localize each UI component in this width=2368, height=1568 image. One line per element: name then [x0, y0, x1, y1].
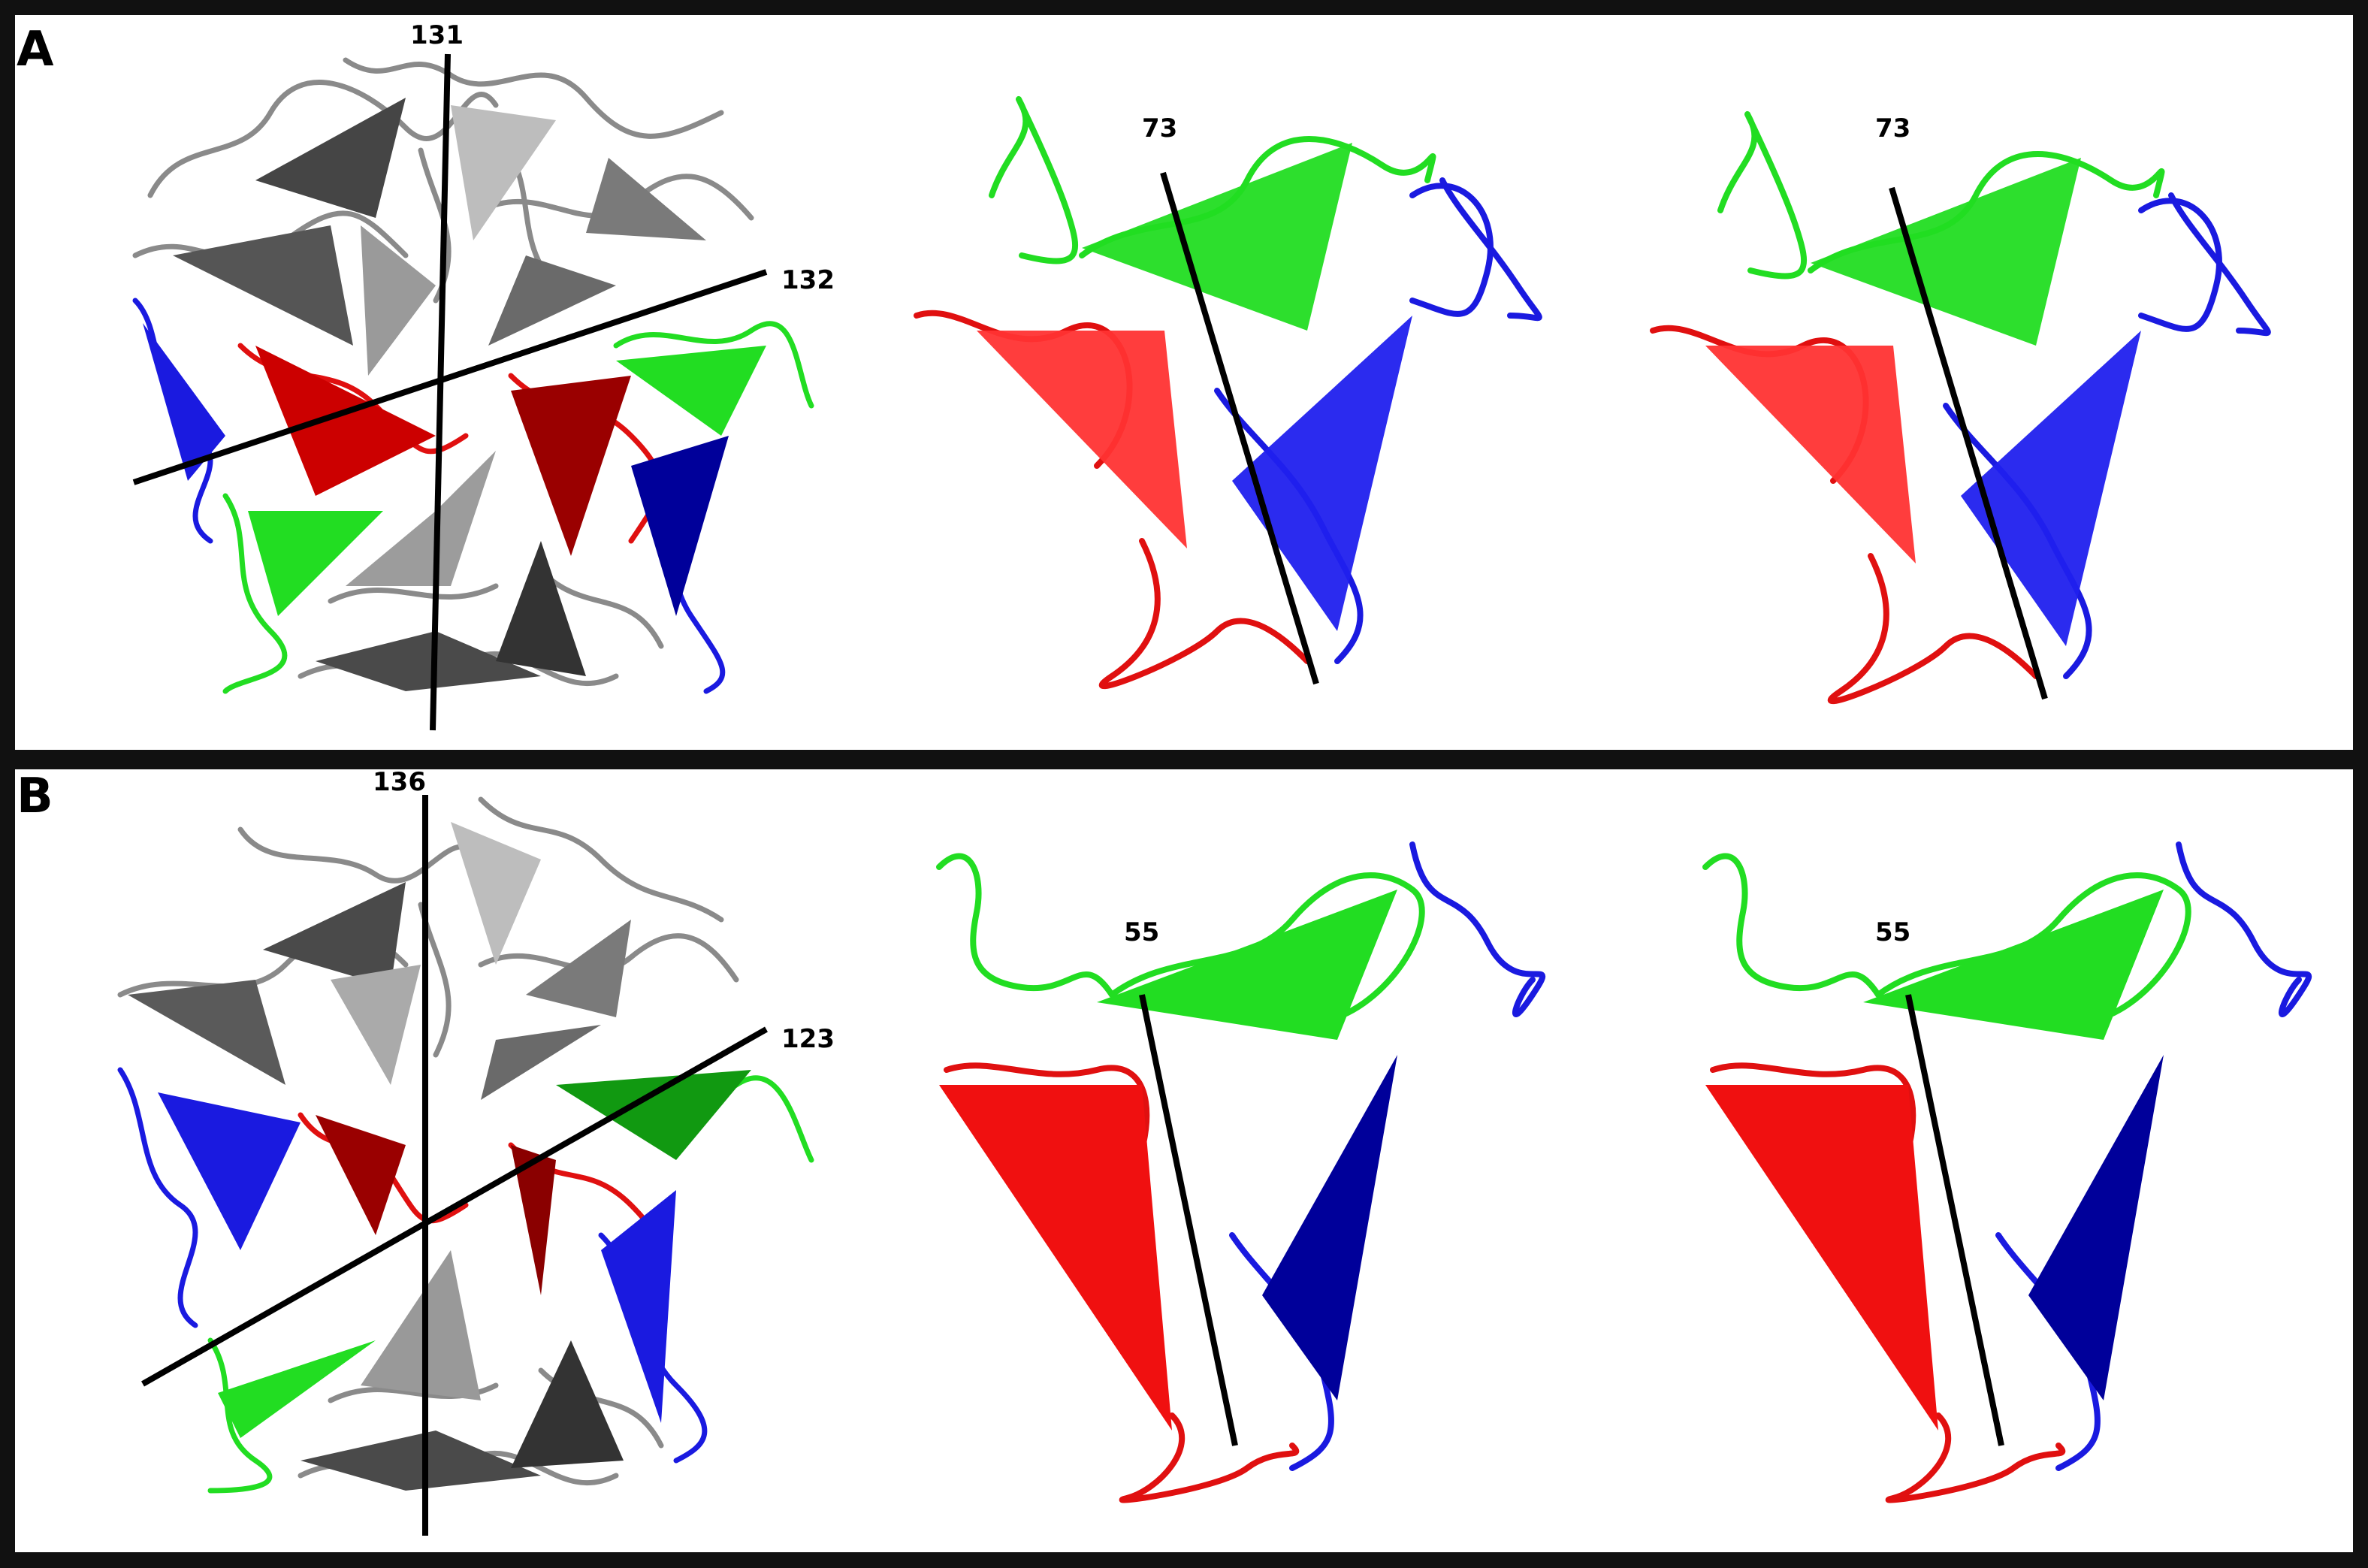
axis-label: 136: [373, 767, 426, 797]
assembly-a-triangle: [361, 225, 436, 376]
axis-label: 73: [1875, 113, 1911, 144]
axis-label: 55: [1875, 917, 1911, 947]
axis-label: 123: [781, 1024, 835, 1054]
assembly-b: [117, 795, 814, 1536]
assembly-a-triangle: [255, 346, 436, 496]
panel-a-image: [132, 53, 2271, 731]
assembly-a: [132, 53, 814, 731]
assembly-a-triangle: [631, 436, 729, 616]
assembly-a-triangle: [346, 451, 496, 586]
assembly-a-triangle: [316, 631, 541, 691]
panel-letter-a: A: [17, 22, 54, 77]
assembly-a-triangle: [451, 105, 556, 240]
assembly-a-axis-line: [430, 53, 451, 731]
stereo-b-left: [936, 841, 1546, 1503]
assembly-a-triangle: [255, 98, 406, 218]
assembly-a-triangle: [173, 225, 353, 346]
stereo-a-left: [914, 96, 1542, 690]
assembly-a-axis-line: [132, 269, 768, 485]
axis-label: 132: [781, 265, 835, 295]
assembly-a-triangle: [488, 255, 616, 346]
assembly-a-triangle: [511, 376, 631, 556]
panel-b: B: [15, 769, 2353, 1552]
assembly-a-triangle: [496, 541, 586, 676]
assembly-a-triangle: [586, 158, 706, 240]
axis-label: 55: [1124, 917, 1160, 947]
panel-a: A: [15, 15, 2353, 750]
assembly-a-triangle: [248, 511, 383, 616]
axis-label: 73: [1142, 113, 1178, 144]
panel-b-image: [117, 795, 2312, 1536]
panel-letter-b: B: [17, 769, 53, 824]
stereo-a-right: [1650, 111, 2271, 705]
stereo-b-right: [1702, 841, 2312, 1503]
assembly-a-triangle: [143, 323, 225, 481]
assembly-a-triangle: [616, 346, 766, 436]
axis-label: 131: [410, 20, 464, 50]
